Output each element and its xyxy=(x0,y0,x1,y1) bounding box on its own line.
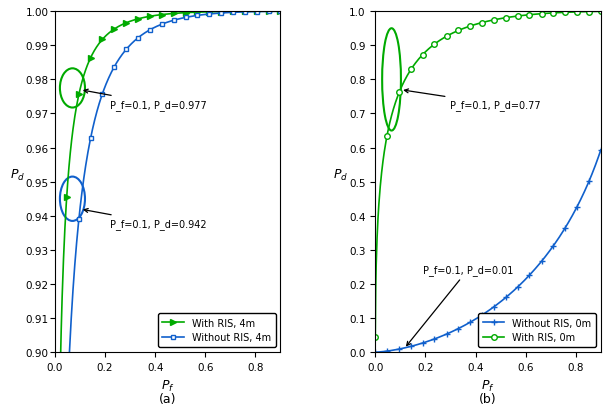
Text: P_f=0.1, P_d=0.01: P_f=0.1, P_d=0.01 xyxy=(407,264,513,346)
Without RIS, 4m xyxy=(159,23,166,28)
Without RIS, 0m xyxy=(493,302,501,307)
Without RIS, 0m xyxy=(480,312,487,317)
Without RIS, 0m xyxy=(371,350,379,355)
With RIS, 4m xyxy=(277,10,284,15)
Line: With RIS, 0m: With RIS, 0m xyxy=(373,10,604,340)
Legend: With RIS, 4m, Without RIS, 4m: With RIS, 4m, Without RIS, 4m xyxy=(157,313,276,347)
Y-axis label: $P_d$: $P_d$ xyxy=(10,167,25,182)
With RIS, 0m xyxy=(371,335,379,339)
With RIS, 0m xyxy=(479,21,486,26)
Line: With RIS, 4m: With RIS, 4m xyxy=(52,9,283,405)
Without RIS, 4m xyxy=(277,10,284,15)
With RIS, 0m xyxy=(597,10,605,15)
Without RIS, 0m xyxy=(592,163,599,168)
With RIS, 0m xyxy=(506,16,513,21)
With RIS, 4m xyxy=(236,10,243,15)
Text: P_f=0.1, P_d=0.977: P_f=0.1, P_d=0.977 xyxy=(84,90,207,110)
With RIS, 0m xyxy=(480,21,487,26)
Without RIS, 0m xyxy=(556,234,564,239)
X-axis label: $P_f$: $P_f$ xyxy=(481,377,495,392)
Legend: Without RIS, 0m, With RIS, 0m: Without RIS, 0m, With RIS, 0m xyxy=(478,313,596,347)
Without RIS, 4m xyxy=(236,11,243,15)
Without RIS, 4m xyxy=(185,15,193,20)
Text: P_f=0.1, P_d=0.942: P_f=0.1, P_d=0.942 xyxy=(84,209,207,229)
Line: Without RIS, 0m: Without RIS, 0m xyxy=(372,147,605,356)
X-axis label: $P_f$: $P_f$ xyxy=(161,377,174,392)
With RIS, 4m xyxy=(271,10,279,15)
With RIS, 4m xyxy=(185,11,193,16)
With RIS, 4m xyxy=(159,13,166,18)
Without RIS, 0m xyxy=(479,313,486,318)
Line: Without RIS, 4m: Without RIS, 4m xyxy=(52,10,283,405)
Text: P_f=0.1, P_d=0.77: P_f=0.1, P_d=0.77 xyxy=(404,90,541,110)
With RIS, 4m xyxy=(160,13,167,18)
Without RIS, 4m xyxy=(173,18,181,23)
With RIS, 0m xyxy=(592,10,599,15)
Without RIS, 4m xyxy=(160,22,167,27)
Title: (a): (a) xyxy=(159,392,176,405)
With RIS, 4m xyxy=(173,12,181,17)
Without RIS, 4m xyxy=(271,10,279,15)
Title: (b): (b) xyxy=(479,392,497,405)
Without RIS, 0m xyxy=(506,292,513,297)
With RIS, 0m xyxy=(493,18,501,23)
Y-axis label: $P_d$: $P_d$ xyxy=(333,167,348,182)
With RIS, 0m xyxy=(556,11,564,16)
Without RIS, 0m xyxy=(597,148,605,153)
